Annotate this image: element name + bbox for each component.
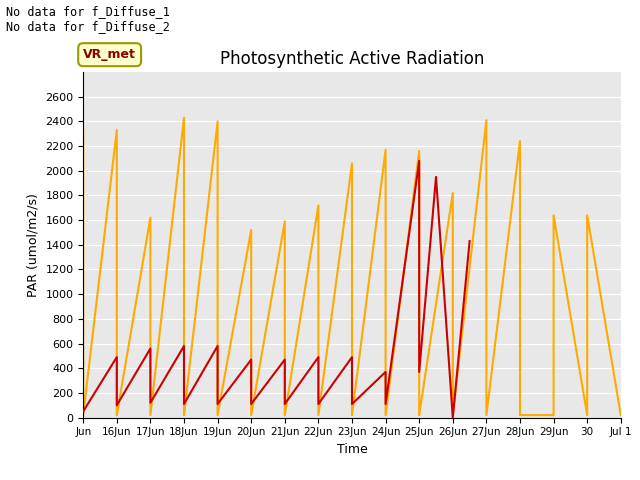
Text: No data for f_Diffuse_1
No data for f_Diffuse_2: No data for f_Diffuse_1 No data for f_Di… [6,5,170,33]
Y-axis label: PAR (umol/m2/s): PAR (umol/m2/s) [27,193,40,297]
Text: VR_met: VR_met [83,48,136,61]
Title: Photosynthetic Active Radiation: Photosynthetic Active Radiation [220,49,484,68]
X-axis label: Time: Time [337,443,367,456]
